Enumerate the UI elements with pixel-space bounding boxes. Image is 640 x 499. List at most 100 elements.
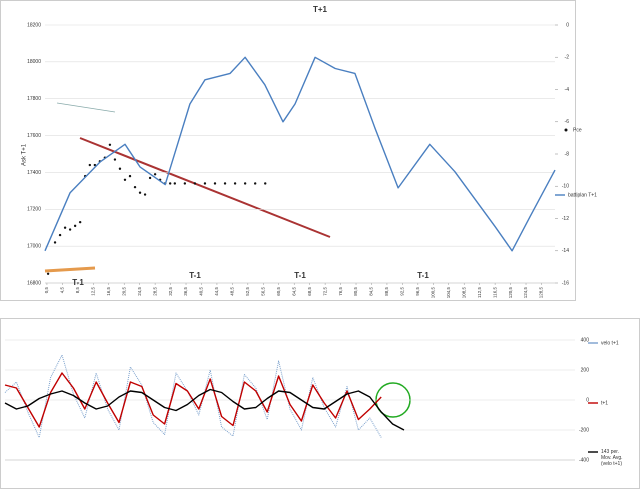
y-tick-label: 16800 [27, 280, 41, 286]
top-chart: 16800 17000 17200 17400 17600 17800 18000 18200… [27, 22, 597, 298]
data-point [148, 176, 152, 180]
y2-tick-label: -12 [562, 216, 569, 222]
data-point [264, 182, 267, 185]
y2-tick-label: -2 [565, 55, 570, 61]
y-tick-label: -400 [579, 457, 589, 463]
data-point [133, 185, 137, 189]
data-point [63, 226, 67, 229]
data-point [233, 182, 237, 185]
x-tick-label: 80,5 [353, 287, 358, 296]
legend-label: Pce [573, 127, 582, 133]
y-axis-title: Ask T+1 [22, 143, 28, 166]
x-tick-label: 112,5 [477, 287, 482, 298]
x-tick-label: 4,5 [60, 287, 65, 294]
drawn-line [44, 266, 96, 273]
x-tick-label: 48,5 [230, 287, 235, 296]
data-point [78, 220, 82, 224]
series-line [4, 388, 405, 431]
x-tick-label: 120,5 [508, 287, 513, 299]
annotation: T-1 [72, 278, 84, 287]
series-line [44, 56, 556, 252]
x-tick-label: 60,5 [276, 287, 281, 296]
data-point [223, 182, 227, 185]
y2-tick-label: -10 [562, 184, 569, 190]
data-point [58, 233, 62, 237]
y-tick-label: 18200 [27, 22, 41, 28]
x-tick-label: 24,5 [137, 287, 142, 296]
y-tick-label: 400 [581, 337, 590, 343]
data-point [168, 182, 172, 185]
data-point [108, 143, 112, 146]
data-point [128, 174, 132, 178]
y2-tick-label: -4 [565, 87, 570, 93]
data-point [213, 182, 217, 185]
drawn-trendline [79, 137, 331, 238]
y-tick-label: 17600 [27, 133, 41, 139]
legend-label: velo t+1 [601, 340, 619, 346]
data-point [73, 224, 77, 228]
y-tick-label: 17400 [27, 170, 41, 176]
x-tick-label: 128,5 [539, 287, 544, 299]
legend-label: t+1 [601, 400, 608, 406]
x-tick-label: 32,5 [168, 287, 173, 296]
x-tick-label: 8,5 [75, 287, 80, 294]
data-point [138, 191, 142, 194]
x-tick-label: 96,5 [415, 287, 420, 296]
data-point [113, 158, 117, 161]
y2-tick-label: -6 [565, 119, 570, 125]
y2-tick-label: -16 [562, 280, 569, 286]
x-tick-label: 36,5 [183, 287, 188, 296]
series-line [4, 354, 382, 438]
y-tick-label: 17000 [27, 243, 41, 249]
y-tick-label: 17800 [27, 96, 41, 102]
drawn-line [56, 102, 116, 113]
x-tick-label: 52,5 [245, 287, 250, 296]
x-tick-label: 124,5 [523, 287, 528, 299]
x-tick-label: 84,5 [369, 287, 374, 296]
data-point [143, 193, 147, 196]
chart-title: T+1 [313, 5, 328, 14]
x-tick-label: 64,5 [291, 287, 296, 296]
annotation: T-1 [189, 271, 201, 280]
y-tick-label: 200 [581, 367, 590, 373]
data-point [253, 182, 257, 185]
legend-label: 143 per. Mov. Avg. (velo t+1) [601, 449, 623, 467]
annotation: T-1 [417, 271, 429, 280]
chart-frame [0, 0, 576, 301]
data-point [243, 182, 247, 185]
x-tick-label: 40,5 [199, 287, 204, 296]
data-point [118, 167, 122, 170]
y2-tick-label: -8 [565, 151, 570, 157]
x-tick-label: 12,5 [90, 287, 95, 296]
data-point [53, 241, 57, 244]
data-point [88, 163, 92, 167]
data-point [46, 272, 50, 275]
x-tick-label: 104,5 [446, 287, 451, 299]
data-point [173, 182, 177, 185]
x-tick-label: 76,5 [338, 287, 343, 296]
legend-marker [564, 128, 568, 132]
bottom-chart: -400 -200 0 200 400 velo t+1 t+1 143 per. Mov. A… [4, 337, 623, 467]
data-point [68, 228, 72, 231]
x-tick-label: 0,5 [44, 287, 49, 294]
x-tick-label: 72,5 [322, 287, 327, 296]
x-tick-label: 56,5 [260, 287, 265, 296]
x-tick-label: 20,5 [121, 287, 126, 296]
data-point [93, 163, 97, 167]
y-tick-label: -200 [579, 427, 589, 433]
x-tick-label: 68,5 [307, 287, 312, 296]
y-tick-label: 17200 [27, 207, 41, 213]
data-point [123, 178, 127, 181]
x-tick-label: 44,5 [214, 287, 219, 296]
legend-label: battiplan T+1 [568, 192, 597, 198]
x-tick-label: 100,5 [430, 287, 435, 299]
y2-tick-label: 0 [566, 22, 569, 28]
y2-tick-label: -14 [562, 248, 569, 254]
data-point [193, 182, 197, 185]
x-tick-label: 88,5 [384, 287, 389, 296]
x-tick-label: 108,5 [461, 287, 466, 299]
chart-frame [0, 318, 640, 489]
x-tick-label: 16,5 [106, 287, 111, 296]
x-tick-label: 92,5 [400, 287, 405, 296]
